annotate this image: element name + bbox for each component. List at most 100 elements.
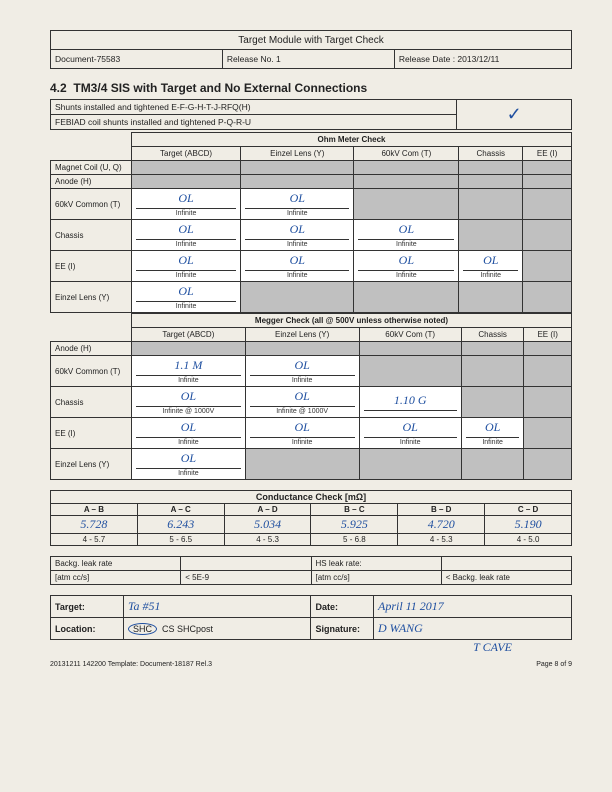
measurement-cell: OLInfinite xyxy=(354,220,459,251)
measurement-cell: OLInfinite xyxy=(132,282,241,313)
greyed-cell xyxy=(245,342,359,356)
measurement-cell: OLInfinite xyxy=(354,251,459,282)
greyed-cell xyxy=(354,282,459,313)
measurement-cell: OLInfinite xyxy=(241,251,354,282)
section-title: 4.2 TM3/4 SIS with Target and No Externa… xyxy=(50,81,572,95)
cond-range: 4 - 5.7 xyxy=(51,534,138,546)
measurement-cell: OLInfinite @ 1000V xyxy=(245,387,359,418)
leak-table: Backg. leak rate HS leak rate: [atm cc/s… xyxy=(50,556,572,585)
header-table: Target Module with Target Check Document… xyxy=(50,30,572,69)
greyed-cell xyxy=(359,449,461,480)
greyed-cell xyxy=(241,282,354,313)
measurement-cell: OLInfinite xyxy=(245,418,359,449)
ohm-check-table: Ohm Meter Check Target (ABCD) Einzel Len… xyxy=(50,132,572,313)
cond-col: A – B xyxy=(51,504,138,516)
measurement-cell: 1.10 G xyxy=(359,387,461,418)
date-value: April 11 2017 xyxy=(378,599,444,613)
row-label: Einzel Lens (Y) xyxy=(51,282,132,313)
shunts-table: Shunts installed and tightened E-F-G-H-T… xyxy=(50,99,572,130)
megger-check-table: Megger Check (all @ 500V unless otherwis… xyxy=(50,313,572,480)
greyed-cell xyxy=(523,161,572,175)
row-label: Chassis xyxy=(51,220,132,251)
row-label: EE (I) xyxy=(51,418,132,449)
measurement-cell: 1.1 MInfinite xyxy=(132,356,246,387)
row-label: EE (I) xyxy=(51,251,132,282)
release-date: Release Date : 2013/12/11 xyxy=(394,50,571,69)
greyed-cell xyxy=(359,356,461,387)
greyed-cell xyxy=(524,387,572,418)
measurement-cell: OLInfinite xyxy=(132,449,246,480)
checkmark-icon: ✓ xyxy=(507,104,522,124)
release-no: Release No. 1 xyxy=(222,50,394,69)
greyed-cell xyxy=(523,282,572,313)
greyed-cell xyxy=(459,282,523,313)
signature-1: D WANG xyxy=(378,621,423,635)
cond-col: B – D xyxy=(398,504,485,516)
row-label: Chassis xyxy=(51,387,132,418)
location-value: SHC CS SHCpost xyxy=(123,618,311,640)
greyed-cell xyxy=(459,175,523,189)
measurement-cell: OLInfinite xyxy=(359,418,461,449)
cond-col: B – C xyxy=(311,504,398,516)
cond-range: 5 - 6.5 xyxy=(137,534,224,546)
cond-col: A – C xyxy=(137,504,224,516)
measurement-cell: OLInfinite xyxy=(132,189,241,220)
greyed-cell xyxy=(354,189,459,220)
greyed-cell xyxy=(523,175,572,189)
cond-val: 5.728 xyxy=(51,516,138,534)
measurement-cell: OLInfinite xyxy=(459,251,523,282)
greyed-cell xyxy=(354,161,459,175)
measurement-cell: OLInfinite xyxy=(132,220,241,251)
doc-title: Target Module with Target Check xyxy=(51,31,572,50)
greyed-cell xyxy=(461,449,524,480)
greyed-cell xyxy=(523,189,572,220)
cond-range: 4 - 5.3 xyxy=(398,534,485,546)
row-label: 60kV Common (T) xyxy=(51,189,132,220)
measurement-cell: OLInfinite xyxy=(245,356,359,387)
cond-col: C – D xyxy=(485,504,572,516)
measurement-cell: OLInfinite xyxy=(241,220,354,251)
greyed-cell xyxy=(461,342,524,356)
cond-val: 5.925 xyxy=(311,516,398,534)
measurement-cell: OLInfinite xyxy=(461,418,524,449)
cond-range: 4 - 5.0 xyxy=(485,534,572,546)
greyed-cell xyxy=(524,418,572,449)
shunt-line1: Shunts installed and tightened E-F-G-H-T… xyxy=(51,100,457,115)
greyed-cell xyxy=(524,356,572,387)
greyed-cell xyxy=(459,189,523,220)
greyed-cell xyxy=(132,342,246,356)
greyed-cell xyxy=(359,342,461,356)
row-label: Anode (H) xyxy=(51,342,132,356)
greyed-cell xyxy=(461,356,524,387)
row-label: Anode (H) xyxy=(51,175,132,189)
greyed-cell xyxy=(241,175,354,189)
greyed-cell xyxy=(461,387,524,418)
doc-num: Document-75583 xyxy=(51,50,223,69)
cond-col: A – D xyxy=(224,504,311,516)
greyed-cell xyxy=(245,449,359,480)
measurement-cell: OLInfinite @ 1000V xyxy=(132,387,246,418)
shunt-line2: FEBIAD coil shunts installed and tighten… xyxy=(51,115,457,130)
greyed-cell xyxy=(132,175,241,189)
greyed-cell xyxy=(459,161,523,175)
cond-val: 5.190 xyxy=(485,516,572,534)
row-label: Magnet Coil (U, Q) xyxy=(51,161,132,175)
conductance-table: Conductance Check [mΩ] A – BA – CA – DB … xyxy=(50,490,572,546)
row-label: Einzel Lens (Y) xyxy=(51,449,132,480)
measurement-cell: OLInfinite xyxy=(132,418,246,449)
signature-table: Target: Ta #51 Date: April 11 2017 Locat… xyxy=(50,595,572,640)
target-value: Ta #51 xyxy=(128,599,161,613)
measurement-cell: OLInfinite xyxy=(241,189,354,220)
greyed-cell xyxy=(354,175,459,189)
greyed-cell xyxy=(524,449,572,480)
cond-range: 4 - 5.3 xyxy=(224,534,311,546)
cond-range: 5 - 6.8 xyxy=(311,534,398,546)
greyed-cell xyxy=(523,251,572,282)
footer: 20131211 142200 Template: Document-18187… xyxy=(50,661,572,668)
measurement-cell: OLInfinite xyxy=(132,251,241,282)
cond-val: 5.034 xyxy=(224,516,311,534)
greyed-cell xyxy=(523,220,572,251)
greyed-cell xyxy=(132,161,241,175)
greyed-cell xyxy=(524,342,572,356)
cond-val: 6.243 xyxy=(137,516,224,534)
